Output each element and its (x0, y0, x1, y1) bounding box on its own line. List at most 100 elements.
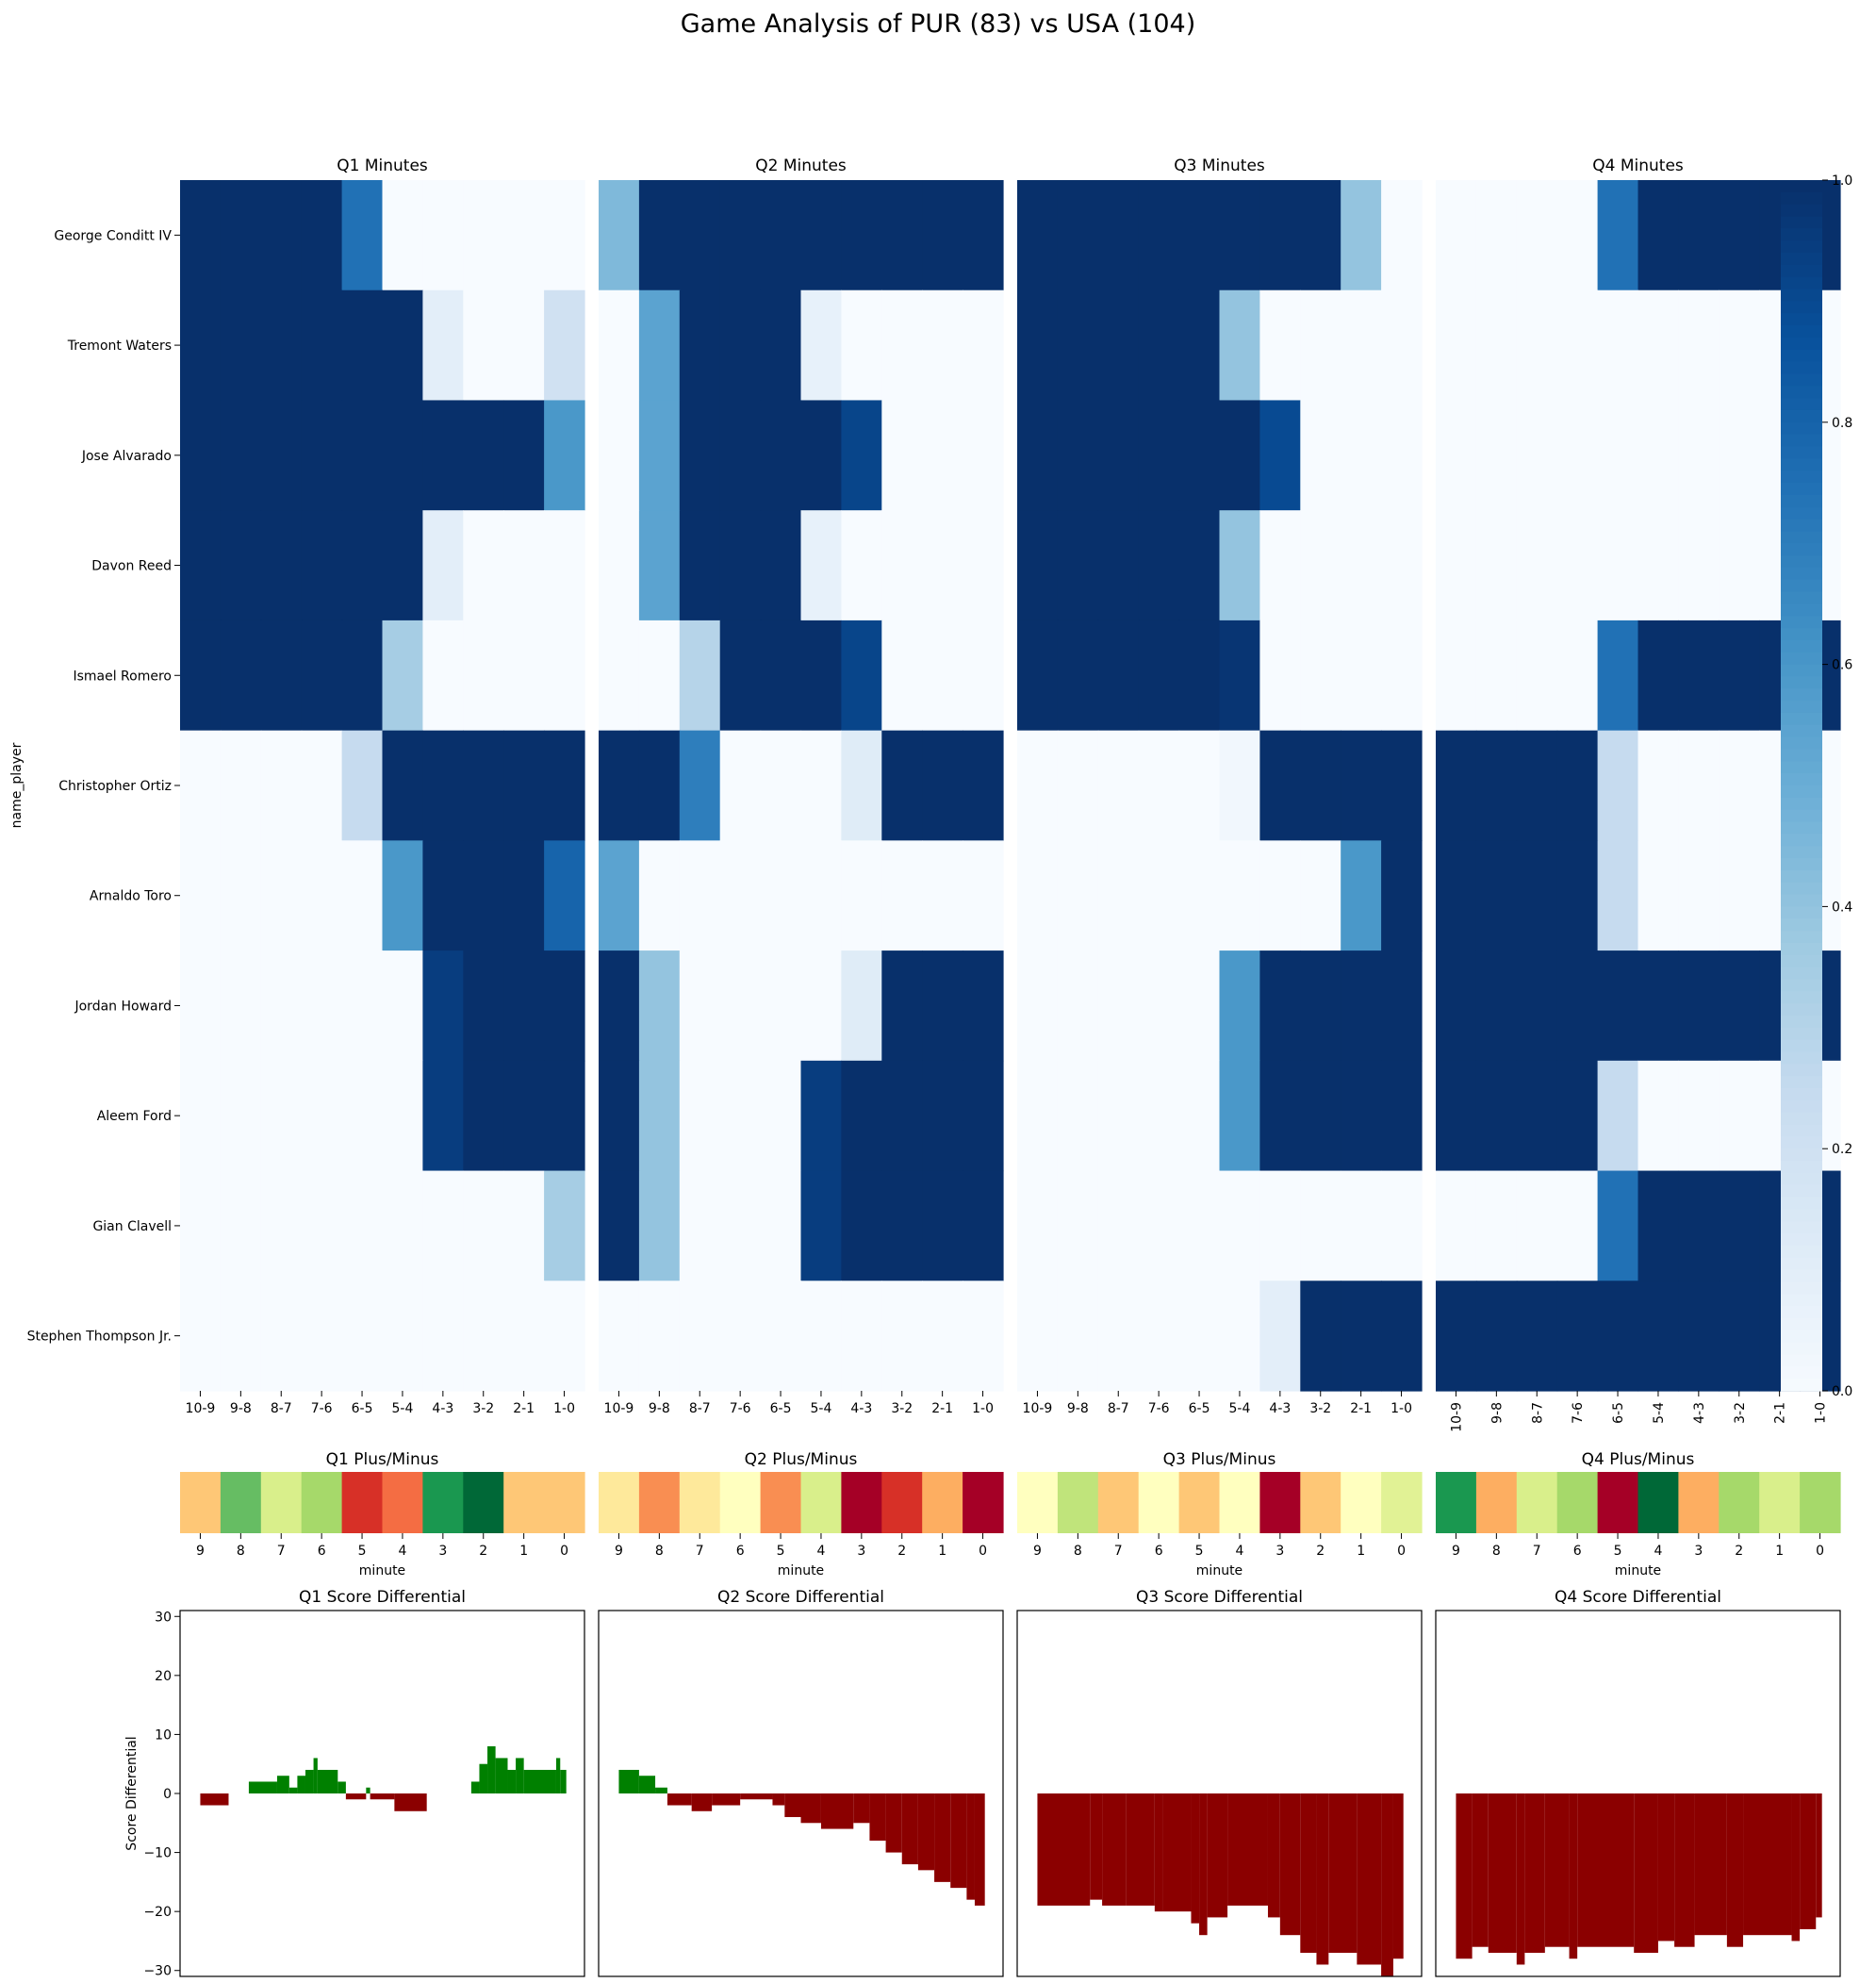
colorbar-segment (1781, 616, 1822, 629)
minutes-cell (881, 289, 923, 402)
minutes-cell (260, 289, 303, 402)
score-differential-bar (1544, 1793, 1570, 1947)
minutes-cell (881, 180, 923, 291)
minutes-cell (1719, 400, 1760, 511)
colorbar-segment (1781, 894, 1822, 907)
colorbar-segment (1781, 712, 1822, 726)
minutes-cell (180, 1281, 222, 1392)
plus-minus-cell (180, 1472, 222, 1533)
minutes-cell (719, 840, 762, 951)
plus-minus-panel-title: Q2 Plus/Minus (745, 1450, 858, 1469)
minutes-cell (719, 1281, 762, 1392)
minutes-cell (1259, 1060, 1301, 1172)
minutes-cell (260, 180, 303, 291)
minutes-cell (1556, 840, 1599, 951)
minutes-cell (922, 1060, 963, 1172)
colorbar-segment (1781, 1197, 1822, 1210)
colorbar-segment (1781, 373, 1822, 387)
score-differential-bar (740, 1793, 773, 1800)
colorbar-segment (1781, 1257, 1822, 1271)
minutes-cell (1637, 510, 1679, 621)
player-name-label: Stephen Thompson Jr. (27, 1330, 172, 1345)
minutes-x-tick-label: 10-9 (1023, 1401, 1053, 1416)
score-differential-bar (1227, 1793, 1268, 1906)
minutes-cell (719, 950, 762, 1062)
minutes-cell (1719, 180, 1760, 291)
colorbar-segment (1781, 664, 1822, 678)
minutes-x-tick-label: 2-1 (931, 1401, 953, 1416)
minutes-cell (1219, 1281, 1260, 1392)
minutes-cell (301, 289, 343, 402)
minutes-cell (341, 1281, 384, 1392)
colorbar-segment (1781, 809, 1822, 823)
colorbar-segment (1781, 301, 1822, 314)
minutes-cell (800, 510, 842, 621)
score-differential-bar (1279, 1793, 1301, 1936)
minutes-cell (760, 950, 802, 1062)
minutes-cell (1637, 1281, 1679, 1392)
colorbar-segment (1781, 446, 1822, 459)
minutes-cell (1556, 289, 1599, 402)
minutes-cell (1341, 289, 1382, 402)
minutes-cell (1556, 1281, 1599, 1392)
colorbar-segment (1781, 1172, 1822, 1186)
minutes-cell (1138, 1281, 1180, 1392)
minutes-cell (599, 950, 640, 1062)
player-name-label: Jose Alvarado (81, 449, 172, 464)
minutes-cell (422, 289, 464, 402)
minutes-cell (1341, 510, 1382, 621)
minutes-cell (1516, 620, 1558, 732)
minutes-cell (1300, 730, 1341, 841)
score-differential-bar (1524, 1793, 1545, 1953)
minutes-cell (1637, 730, 1679, 841)
score-differential-bar (1472, 1793, 1489, 1947)
score-differential-bar (507, 1769, 517, 1793)
colorbar-segment (1781, 724, 1822, 738)
minutes-cell (1381, 620, 1423, 732)
score-differential-bar (885, 1793, 902, 1853)
minutes-cell (841, 1281, 882, 1392)
minutes-cell (922, 510, 963, 621)
minutes-cell (1597, 730, 1639, 841)
minutes-cell (1300, 510, 1341, 621)
score-differential-bar (317, 1769, 338, 1793)
plus-minus-x-tick-label: 8 (1074, 1544, 1082, 1559)
minutes-cell (1178, 289, 1221, 402)
plus-minus-x-tick-label: 6 (736, 1544, 745, 1559)
colorbar-segment (1781, 979, 1822, 992)
minutes-cell (1300, 1281, 1341, 1392)
minutes-cell (1138, 620, 1180, 732)
colorbar-segment (1781, 785, 1822, 799)
plus-minus-cell (1637, 1472, 1679, 1533)
minutes-x-tick-label: 9-8 (1489, 1402, 1505, 1424)
score-differential-panel-title: Q3 Score Differential (1136, 1588, 1303, 1607)
minutes-cell (1516, 1060, 1558, 1172)
minutes-cell (382, 289, 423, 402)
minutes-cell (1138, 289, 1180, 402)
score-differential-bar (712, 1793, 741, 1806)
minutes-cell (1219, 180, 1260, 291)
colorbar-segment (1781, 253, 1822, 266)
minutes-cell (1178, 730, 1221, 841)
player-name-label: Ismael Romero (73, 669, 172, 684)
minutes-cell (1138, 510, 1180, 621)
plus-minus-cell (1381, 1472, 1423, 1533)
minutes-cell (1017, 950, 1059, 1062)
score-differential-bar (974, 1793, 985, 1906)
minutes-cell (599, 840, 640, 951)
minutes-cell (1138, 180, 1180, 291)
minutes-cell (963, 400, 1004, 511)
colorbar-segment (1781, 1051, 1822, 1065)
minutes-cell (341, 950, 384, 1062)
minutes-cell (341, 620, 384, 732)
minutes-cell (544, 400, 585, 511)
colorbar-segment (1781, 1245, 1822, 1259)
minutes-cell (1097, 400, 1140, 511)
score-differential-q3: Q3 Score Differential (1016, 1588, 1423, 1977)
minutes-x-tick-label: 2-1 (513, 1401, 535, 1416)
plus-minus-cell (1097, 1472, 1140, 1533)
plus-minus-cell (422, 1472, 464, 1533)
colorbar-segment (1781, 506, 1822, 521)
plus-minus-cell (301, 1472, 343, 1533)
minutes-cell (422, 400, 464, 511)
